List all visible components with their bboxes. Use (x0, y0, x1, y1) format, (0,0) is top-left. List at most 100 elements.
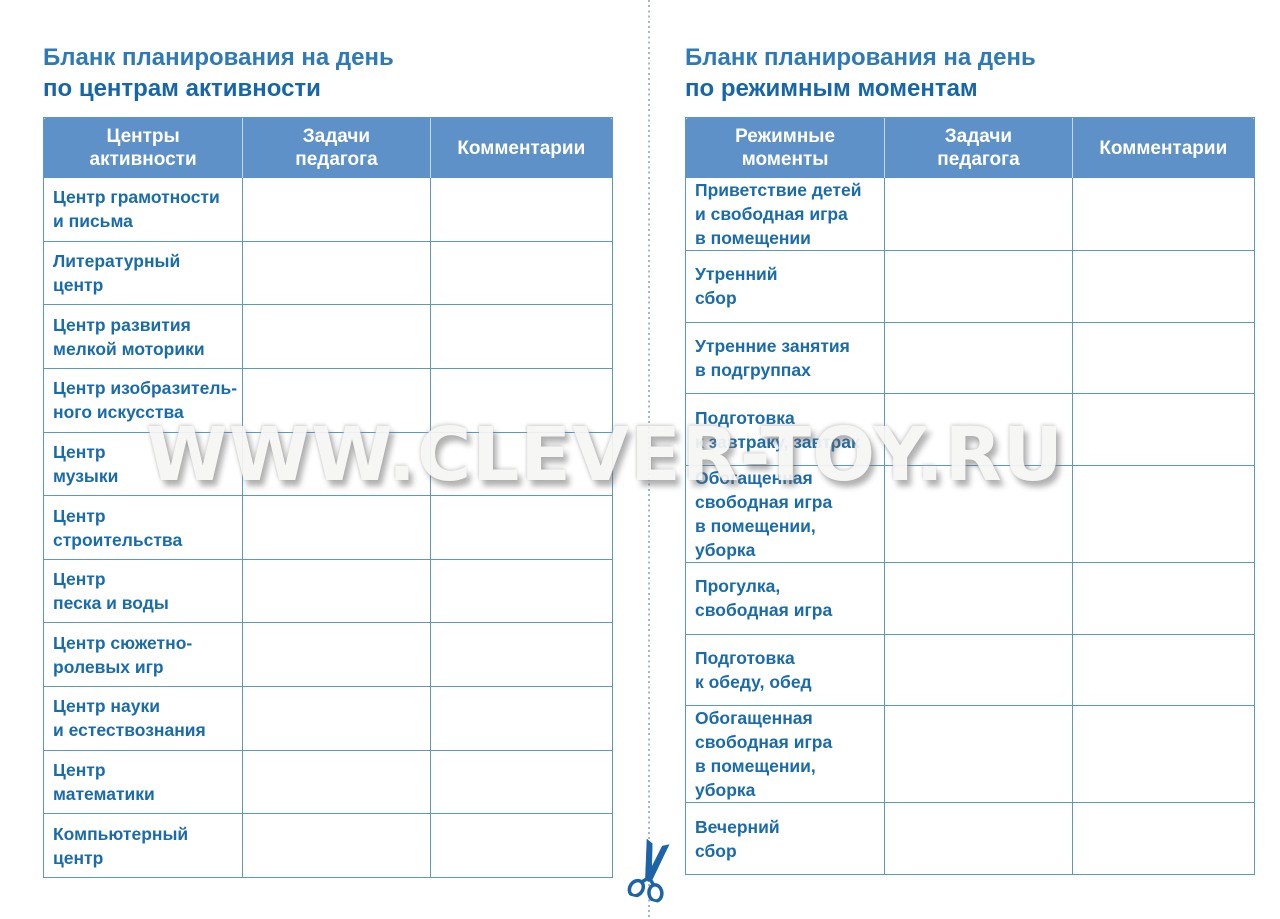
right-form-title-line1: Бланк планирования на день (685, 44, 1036, 71)
header-cell-comments: Комментарии (1071, 118, 1254, 178)
tasks-cell (242, 241, 429, 305)
tasks-cell (884, 634, 1071, 706)
table-header: Центры активности Задачи педагога Коммен… (44, 118, 612, 178)
tasks-cell (884, 803, 1071, 875)
header-cell-moments: Режимные моменты (735, 126, 836, 170)
row-label-cell: Подготовка к завтраку, завтрак (695, 407, 860, 452)
comments-cell (429, 496, 612, 559)
table-row: Компьютерный центр (44, 813, 612, 878)
table-row: Центр грамотности и письма (44, 178, 612, 241)
table-row: Приветствие детей и свободная игра в пом… (686, 178, 1254, 250)
table-header: Режимные моменты Задачи педагога Коммент… (686, 118, 1254, 178)
comments-cell (429, 559, 612, 623)
comments-cell (1071, 706, 1254, 803)
header-cell-tasks: Задачи педагога (242, 118, 429, 178)
comments-cell (429, 305, 612, 368)
tasks-cell (884, 251, 1071, 322)
comments-cell (1071, 251, 1254, 322)
table-row: Вечерний сбор (686, 802, 1254, 875)
comments-cell (429, 241, 612, 305)
row-label-cell: Центр музыки (53, 441, 119, 486)
row-label-cell: Утренние занятия в подгруппах (695, 336, 850, 380)
row-label-cell: Центр изобразитель- ного искусства (53, 378, 238, 423)
routine-moments-table: Режимные моменты Задачи педагога Коммент… (685, 117, 1255, 875)
tasks-cell (884, 322, 1071, 394)
table-row: Обогащенная свободная игра в помещении, … (686, 705, 1254, 803)
left-form-title-line2: по центрам активности (43, 75, 321, 102)
comments-cell (1071, 634, 1254, 706)
cut-line (648, 0, 650, 919)
table-body: Приветствие детей и свободная игра в пом… (686, 178, 1254, 875)
comments-cell (429, 623, 612, 687)
table-row: Центр науки и естествознания (44, 686, 612, 750)
tasks-cell (884, 563, 1071, 634)
tasks-cell (242, 814, 429, 878)
scissors-icon (619, 835, 682, 905)
tasks-cell (242, 178, 429, 241)
comments-cell (429, 687, 612, 750)
table-row: Утренние занятия в подгруппах (686, 321, 1254, 394)
row-label-cell: Центр математики (53, 760, 155, 805)
table-row: Центр развития мелкой моторики (44, 304, 612, 368)
row-label-cell: Центр развития мелкой моторики (53, 314, 205, 359)
row-label-cell: Обогащенная свободная игра в помещении, … (695, 708, 833, 801)
tasks-cell (242, 687, 429, 750)
row-label-cell: Центр строительства (53, 505, 183, 550)
tasks-cell (242, 432, 429, 496)
table-row: Центр сюжетно- ролевых игр (44, 622, 612, 687)
table-row: Центр строительства (44, 495, 612, 559)
header-cell-tasks: Задачи педагога (884, 118, 1071, 178)
tasks-cell (884, 178, 1071, 250)
row-label-cell: Литературный центр (53, 250, 181, 295)
tasks-cell (242, 368, 429, 432)
row-label-cell: Приветствие детей и свободная игра в пом… (695, 180, 862, 248)
row-label-cell: Обогащенная свободная игра в помещении, … (695, 468, 833, 561)
comments-cell (429, 368, 612, 432)
tasks-cell (884, 466, 1071, 563)
row-label-cell: Утренний сбор (695, 264, 778, 309)
tasks-cell (242, 559, 429, 623)
comments-cell (1071, 466, 1254, 563)
row-label-cell: Центр сюжетно- ролевых игр (53, 632, 193, 677)
row-label-cell: Вечерний сбор (695, 816, 780, 861)
row-label-cell: Центр песка и воды (53, 569, 169, 614)
table-row: Прогулка, свободная игра (686, 562, 1254, 634)
row-label-cell: Компьютерный центр (53, 823, 189, 868)
comments-cell (1071, 178, 1254, 250)
comments-cell (1071, 803, 1254, 875)
table-row: Подготовка к завтраку, завтрак (686, 393, 1254, 466)
right-form-title: Бланк планирования на день по режимным м… (685, 42, 1036, 104)
table-row: Обогащенная свободная игра в помещении, … (686, 465, 1254, 563)
tasks-cell (242, 623, 429, 687)
tasks-cell (884, 706, 1071, 803)
table-row: Центр изобразитель- ного искусства (44, 367, 612, 432)
tasks-cell (884, 394, 1071, 466)
comments-cell (429, 750, 612, 814)
tasks-cell (242, 305, 429, 368)
table-row: Центр музыки (44, 431, 612, 496)
table-row: Центр песка и воды (44, 558, 612, 623)
table-row: Подготовка к обеду, обед (686, 633, 1254, 706)
table-row: Центр математики (44, 749, 612, 814)
table-row: Литературный центр (44, 240, 612, 305)
comments-cell (1071, 394, 1254, 466)
header-cell-centers: Центры активности (89, 126, 197, 170)
right-form-title-line2: по режимным моментам (685, 75, 978, 102)
row-label-cell: Подготовка к обеду, обед (695, 648, 812, 693)
row-label-cell: Центр грамотности и письма (53, 187, 220, 232)
left-form-title-line1: Бланк планирования на день (43, 44, 394, 71)
comments-cell (1071, 563, 1254, 634)
row-label-cell: Центр науки и естествознания (53, 696, 206, 741)
tasks-cell (242, 750, 429, 814)
row-label-cell: Прогулка, свободная игра (695, 576, 833, 621)
comments-cell (429, 178, 612, 241)
comments-cell (429, 814, 612, 878)
comments-cell (1071, 322, 1254, 394)
activity-centers-table: Центры активности Задачи педагога Коммен… (43, 117, 613, 878)
header-cell-comments: Комментарии (429, 118, 612, 178)
table-row: Утренний сбор (686, 250, 1254, 322)
tasks-cell (242, 496, 429, 559)
comments-cell (429, 432, 612, 496)
table-body: Центр грамотности и письма Литературный … (44, 178, 612, 878)
